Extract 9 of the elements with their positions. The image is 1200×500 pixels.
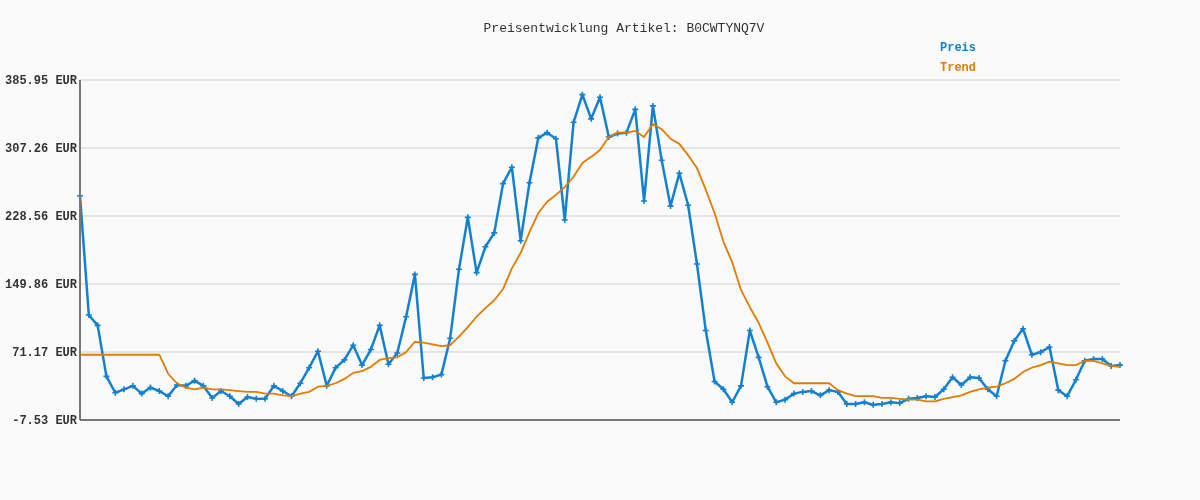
y-tick-label: 385.95 EUR bbox=[4, 74, 78, 89]
y-tick-label: 307.26 EUR bbox=[4, 142, 78, 157]
text: Preis bbox=[940, 41, 977, 56]
y-tick-label: 149.86 EUR bbox=[4, 278, 78, 293]
y-tick-label: -7.53 EUR bbox=[12, 414, 78, 429]
y-tick-label: 228.56 EUR bbox=[4, 210, 78, 225]
text: Trend bbox=[940, 61, 977, 76]
y-tick-label: 71.17 EUR bbox=[12, 346, 78, 361]
chart-title: Preisentwicklung Artikel: B0CWTYNQ7V bbox=[483, 21, 765, 36]
